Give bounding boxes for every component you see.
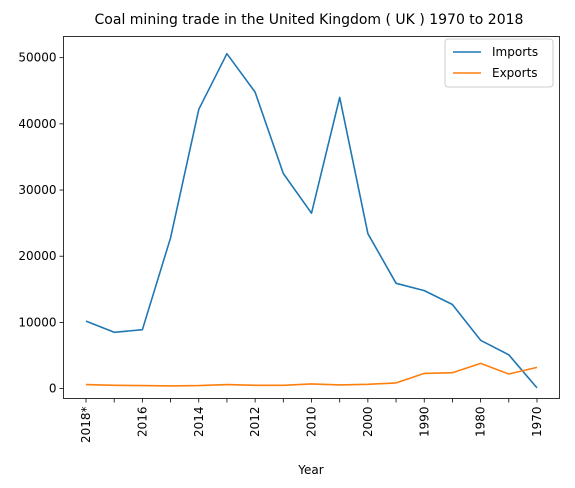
x-tick-label: 2010 [305, 407, 319, 438]
x-tick-label: 1980 [474, 407, 488, 438]
y-tick-label: 20000 [18, 249, 56, 263]
y-tick-label: 30000 [18, 183, 56, 197]
y-tick-label: 50000 [18, 51, 56, 65]
y-axis: 0 10000 20000 30000 40000 50000 [18, 51, 64, 396]
series-line-exports [85, 362, 538, 387]
x-tick-label: 2016 [135, 407, 149, 438]
x-tick-label: 2000 [361, 407, 375, 438]
x-axis: 2018* 2016 2014 2012 2010 2000 1990 1980 1970 [79, 398, 544, 444]
legend: Imports Exports [444, 38, 554, 88]
y-tick-label: 40000 [18, 117, 56, 131]
legend-label-imports: Imports [492, 45, 538, 59]
series-line-imports [85, 52, 538, 389]
y-tick-label: 0 [49, 382, 57, 396]
x-tick-label: 1970 [530, 407, 544, 438]
x-tick-label: 2018* [79, 407, 93, 444]
y-tick-label: 10000 [18, 315, 56, 329]
x-tick-label: 2012 [248, 407, 262, 438]
plot-frame [63, 36, 560, 399]
x-axis-label: Year [297, 463, 323, 477]
x-tick-label: 2014 [192, 407, 206, 438]
legend-label-exports: Exports [492, 66, 538, 80]
x-tick-label: 1990 [417, 407, 431, 438]
series-lines [85, 52, 538, 389]
legend-box [444, 38, 554, 88]
chart-title: Coal mining trade in the United Kingdom … [95, 12, 524, 28]
